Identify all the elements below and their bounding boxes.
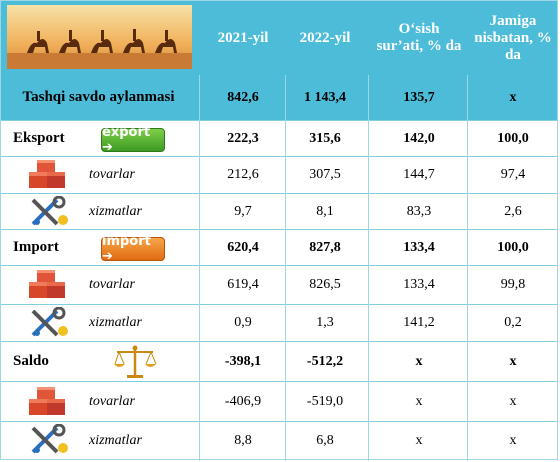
- table-row-services: xizmatlar 9,7 8,1 83,3 2,6: [1, 194, 557, 230]
- tools-icon: [31, 424, 68, 454]
- cell-growth: 141,2: [403, 315, 435, 330]
- boxes-icon: [29, 270, 65, 298]
- cell-2021: 212,6: [227, 167, 259, 182]
- row-label: tovarlar: [89, 393, 135, 409]
- export-badge-icon: export ➔: [101, 125, 165, 155]
- row-label: xizmatlar: [89, 432, 142, 448]
- boxes-icon: [29, 387, 65, 415]
- row-label: tovarlar: [89, 277, 135, 292]
- cell-2022: -512,2: [306, 353, 344, 369]
- cell-2022: 827,8: [309, 239, 341, 255]
- column-divider: [199, 75, 200, 461]
- cell-2021: 619,4: [227, 277, 259, 292]
- scales-icon: [114, 345, 157, 378]
- row-label: Saldo: [13, 353, 49, 369]
- cell-2021: -398,1: [224, 353, 262, 369]
- row-label: Tashqi savdo aylanmasi: [22, 89, 175, 105]
- cell-2021: -406,9: [224, 393, 262, 409]
- tools-icon: [31, 196, 68, 226]
- cell-growth: 133,4: [403, 277, 435, 292]
- cell-growth: x: [415, 393, 423, 409]
- table-row-goods: tovarlar -406,9 -519,0 x x: [1, 382, 557, 422]
- cell-share: 2,6: [504, 203, 522, 219]
- cell-2022: -519,0: [306, 393, 344, 409]
- table-row-export: Eksport export ➔ 222,3 315,6 142,0 100,0: [1, 121, 557, 157]
- cell-share: 100,0: [497, 239, 529, 255]
- cell-growth: 144,7: [403, 167, 435, 182]
- cell-share: 97,4: [500, 167, 526, 182]
- cell-growth: 83,3: [406, 203, 432, 219]
- table-header: 2021-yil 2022-yil O‘sish sur’ati, % da J…: [1, 1, 557, 75]
- table-row-services: xizmatlar 8,8 6,8 x x: [1, 422, 557, 459]
- cell-2021: 9,7: [234, 203, 252, 219]
- header-2021: 2021-yil: [217, 29, 269, 46]
- cell-2022: 1 143,4: [304, 89, 346, 105]
- row-label: Import: [13, 239, 59, 255]
- tools-icon: [31, 307, 68, 337]
- cell-share: 99,8: [500, 277, 526, 292]
- table-row-goods: tovarlar 212,6 307,5 144,7 97,4: [1, 157, 557, 194]
- cell-2022: 307,5: [309, 167, 341, 182]
- table-row-goods: tovarlar 619,4 826,5 133,4 99,8: [1, 266, 557, 305]
- cell-share: x: [509, 353, 517, 369]
- cell-share: x: [509, 89, 517, 105]
- cell-share: x: [509, 432, 517, 448]
- cell-growth: x: [415, 432, 423, 448]
- boxes-icon: [29, 160, 65, 188]
- cell-2022: 1,3: [316, 315, 334, 330]
- cell-growth: 135,7: [403, 89, 435, 105]
- cell-2021: 842,6: [227, 89, 259, 105]
- row-label: tovarlar: [89, 167, 135, 182]
- cell-2022: 8,1: [316, 203, 334, 219]
- column-divider: [368, 75, 369, 461]
- cell-2022: 315,6: [309, 130, 341, 146]
- cell-growth: 142,0: [403, 130, 435, 146]
- table-row-total: Tashqi savdo aylanmasi 842,6 1 143,4 135…: [1, 75, 557, 121]
- header-2022: 2022-yil: [299, 29, 351, 46]
- header-growth: O‘sish sur’ati, % da: [376, 21, 462, 54]
- column-divider: [467, 75, 468, 461]
- table-row-saldo: Saldo -398,1 -512,2 x x: [1, 342, 557, 382]
- cell-growth: 133,4: [403, 239, 435, 255]
- cell-2021: 8,8: [234, 432, 252, 448]
- cell-2022: 826,5: [309, 277, 341, 292]
- import-badge-icon: import ➔: [101, 234, 165, 264]
- row-label: Eksport: [13, 130, 65, 146]
- cell-2021: 222,3: [227, 130, 259, 146]
- cell-2021: 620,4: [227, 239, 259, 255]
- row-label: xizmatlar: [89, 203, 142, 219]
- header-share: Jamiga nisbatan, % da: [474, 12, 552, 63]
- cell-2022: 6,8: [316, 432, 334, 448]
- caravan-banner-icon: [7, 5, 192, 69]
- table-row-import: Import import ➔ 620,4 827,8 133,4 100,0: [1, 230, 557, 266]
- cell-share: 100,0: [497, 130, 529, 146]
- cell-2021: 0,9: [234, 315, 252, 330]
- cell-share: x: [509, 393, 517, 409]
- row-label: xizmatlar: [89, 315, 142, 330]
- cell-growth: x: [415, 353, 423, 369]
- table-row-services: xizmatlar 0,9 1,3 141,2 0,2: [1, 305, 557, 342]
- column-divider: [285, 75, 286, 461]
- cell-share: 0,2: [504, 315, 522, 330]
